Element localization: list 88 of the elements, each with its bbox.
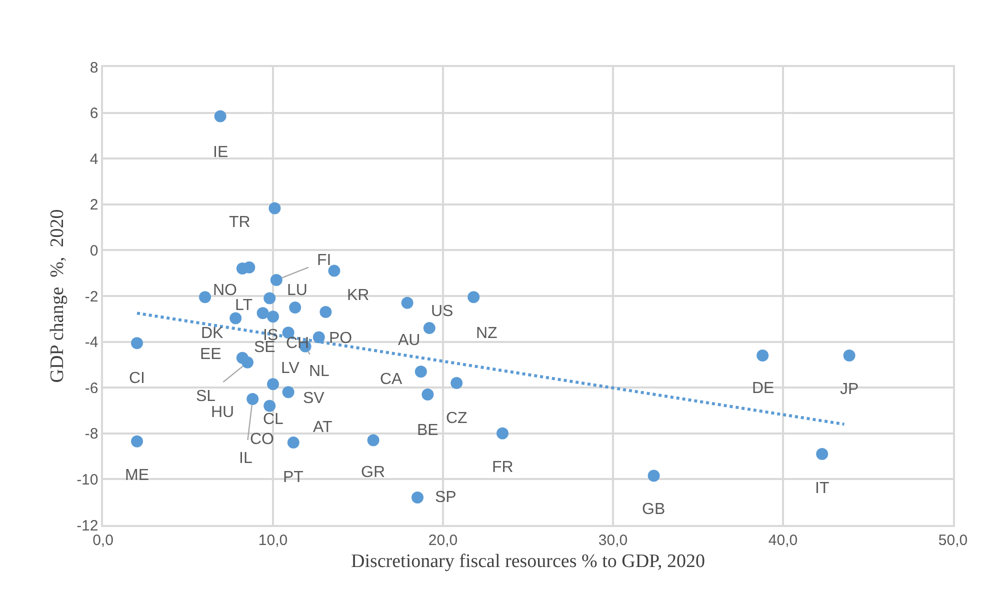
annotation: CL — [263, 411, 284, 428]
point — [756, 350, 769, 362]
annotation: NO — [213, 282, 237, 299]
x-tick-label: 10,0 — [258, 532, 288, 549]
annotation: US — [431, 303, 454, 320]
annotation: BE — [417, 422, 438, 439]
annotation: LT — [235, 297, 253, 314]
annotation: LV — [281, 360, 300, 377]
y-tick-label: -10 — [76, 471, 98, 488]
point — [230, 312, 242, 324]
annotation: LU — [287, 282, 308, 299]
y-tick-label: 2 — [90, 196, 98, 214]
y-tick-label: -4 — [84, 334, 98, 352]
x-axis-title: Discretionary fiscal resources % to GDP, 2020 — [350, 551, 706, 572]
annotation: TR — [229, 214, 250, 231]
point — [414, 366, 427, 378]
annotation: JP — [840, 381, 859, 398]
annotation: IE — [213, 144, 228, 161]
point — [412, 492, 424, 504]
annotation: CO — [250, 431, 274, 448]
point — [242, 356, 254, 368]
point — [214, 110, 226, 122]
y-tick-label: -6 — [84, 380, 98, 397]
x-tick-label: 0,0 — [92, 532, 114, 549]
point — [287, 436, 300, 449]
annotation: DK — [201, 325, 224, 342]
point — [496, 427, 508, 440]
y-tick-label: 4 — [90, 150, 98, 168]
annotation: HU — [211, 404, 234, 421]
point — [422, 388, 434, 400]
point — [268, 202, 281, 214]
point — [328, 264, 340, 277]
y-tick-label: -12 — [76, 517, 98, 534]
annotation: CI — [129, 370, 145, 387]
point — [282, 386, 294, 398]
annotation: EE — [200, 346, 222, 363]
y-axis-title: GDP change %, 2020 — [46, 209, 68, 383]
point — [312, 331, 325, 344]
point — [816, 448, 828, 460]
point — [401, 296, 414, 309]
annotation: CZ — [446, 410, 468, 427]
point — [270, 274, 282, 286]
annotation: SP — [435, 489, 456, 506]
y-tick-label: 0 — [90, 242, 98, 260]
y-tick-label: 8 — [90, 59, 98, 76]
point — [843, 350, 856, 362]
point — [256, 307, 269, 320]
annotation: GR — [361, 464, 385, 481]
point — [264, 292, 276, 304]
annotation: ME — [125, 467, 149, 484]
annotation: CA — [380, 371, 403, 388]
annotation: NL — [309, 363, 330, 380]
x-tick-label: 40,0 — [768, 532, 798, 549]
annotation: PO — [329, 330, 352, 347]
point — [367, 434, 380, 446]
point — [243, 261, 256, 274]
point — [199, 291, 211, 304]
point — [468, 291, 480, 304]
annotation: DE — [752, 380, 774, 397]
annotation: FI — [317, 252, 332, 269]
x-tick-label: 50,0 — [938, 532, 968, 549]
annotation: FR — [492, 459, 514, 476]
point — [648, 470, 660, 482]
annotation: IL — [239, 450, 252, 467]
y-tick-label: -2 — [84, 288, 98, 306]
point — [267, 378, 279, 390]
point — [131, 337, 143, 350]
point — [289, 301, 302, 314]
point — [267, 310, 279, 323]
annotation: GB — [642, 501, 666, 518]
x-tick-label: 30,0 — [598, 532, 628, 549]
x-tick-label: 20,0 — [428, 532, 458, 549]
annotation: SL — [196, 388, 216, 405]
point — [450, 377, 463, 390]
point — [246, 393, 259, 406]
annotation: IT — [815, 480, 830, 497]
annotation: PT — [283, 469, 304, 486]
annotation: KR — [347, 287, 370, 304]
point — [320, 306, 332, 318]
point — [423, 322, 436, 334]
point — [264, 400, 276, 412]
annotation: NZ — [476, 325, 498, 342]
y-tick-label: -8 — [84, 426, 98, 443]
y-tick-label: 6 — [90, 105, 98, 122]
point — [131, 435, 143, 448]
annotation: SV — [303, 390, 325, 407]
annotation: AU — [398, 332, 420, 349]
annotation: AT — [313, 419, 332, 436]
